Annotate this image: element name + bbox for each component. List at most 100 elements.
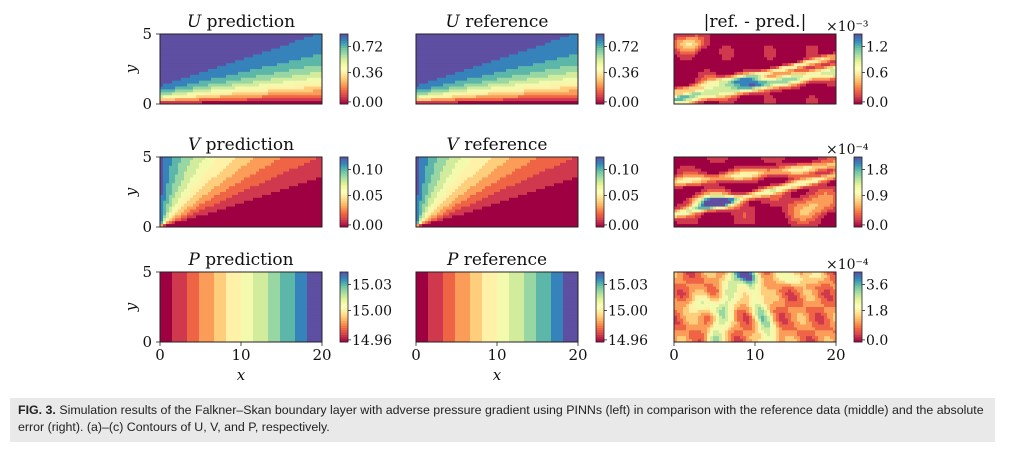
heatmap-cell [452, 39, 456, 44]
heatmap-cell [725, 98, 729, 102]
heatmap-cell [262, 215, 266, 219]
heatmap-cell [545, 74, 549, 79]
heatmap-cell [482, 71, 486, 76]
heatmap-cell [304, 71, 308, 76]
heatmap-cell [217, 34, 221, 38]
heatmap-cell [238, 86, 242, 90]
heatmap-cell [431, 89, 435, 93]
heatmap-cell [773, 34, 777, 38]
heatmap-cell [812, 57, 816, 61]
heatmap-cell [443, 101, 447, 105]
heatmap-cell [677, 57, 681, 61]
heatmap-cell [220, 189, 224, 193]
heatmap-cell [506, 42, 510, 47]
heatmap-cell [776, 98, 780, 102]
heatmap-cell [755, 63, 759, 67]
heatmap-cell [746, 89, 750, 93]
heatmap-cell [491, 74, 495, 79]
heatmap-cell [253, 162, 257, 167]
heatmap-cell [788, 39, 792, 44]
heatmap-cell [223, 171, 227, 175]
heatmap-cell [470, 69, 474, 73]
heatmap-cell [509, 42, 513, 47]
heatmap-cell [250, 77, 254, 82]
colorbar-segment [340, 78, 348, 82]
heatmap-cell [196, 165, 200, 170]
heatmap-cell [809, 86, 813, 90]
heatmap-cell [686, 34, 690, 38]
heatmap-cell [226, 171, 230, 175]
heatmap-cell [271, 57, 275, 61]
heatmap-cell [743, 45, 747, 49]
heatmap-cell [247, 206, 251, 210]
heatmap-cell [548, 39, 552, 44]
heatmap-cell [698, 63, 702, 67]
heatmap-cell [271, 197, 275, 202]
heatmap-cell [800, 51, 804, 55]
heatmap-cell [184, 69, 188, 73]
heatmap-cell [770, 63, 774, 67]
heatmap-cell [259, 34, 263, 38]
heatmap-cell [737, 42, 741, 47]
heatmap-cell [214, 168, 218, 172]
heatmap-cell [548, 60, 552, 64]
colorbar-frame [595, 33, 605, 105]
heatmap-cell [746, 45, 750, 49]
heatmap-cell [707, 66, 711, 70]
heatmap-cell [283, 83, 287, 87]
heatmap-cell [506, 63, 510, 67]
heatmap-cell [220, 83, 224, 87]
heatmap-cell [160, 206, 164, 210]
heatmap-cell [797, 92, 801, 96]
heatmap-cell [755, 83, 759, 87]
heatmap-cell [187, 168, 191, 172]
heatmap-cell [196, 89, 200, 93]
heatmap-cell [437, 45, 441, 49]
heatmap-cell [253, 180, 257, 184]
heatmap-cell [446, 77, 450, 82]
heatmap-cell [181, 57, 185, 61]
heatmap-cell [295, 101, 299, 105]
heatmap-cell [488, 63, 492, 67]
heatmap-cell [767, 98, 771, 102]
heatmap-cell [307, 42, 311, 47]
heatmap-cell [247, 159, 251, 164]
heatmap-cell [259, 203, 263, 207]
heatmap-cell [692, 92, 696, 96]
heatmap-cell [527, 34, 531, 38]
heatmap-cell [172, 180, 176, 184]
heatmap-cell [794, 69, 798, 73]
heatmap-cell [686, 48, 690, 52]
heatmap-cell [833, 101, 837, 105]
heatmap-cell [202, 180, 206, 184]
heatmap-cell [551, 34, 555, 38]
heatmap-cell [214, 69, 218, 73]
heatmap-cell [467, 89, 471, 93]
colorbar-segment [854, 59, 862, 63]
heatmap-cell [698, 98, 702, 102]
heatmap-cell [740, 36, 744, 41]
heatmap-cell [707, 39, 711, 44]
heatmap-cell [707, 34, 711, 38]
colorbar-segment [340, 43, 348, 47]
heatmap-cell [256, 80, 260, 84]
heatmap-cell [190, 212, 194, 216]
heatmap-cell [274, 45, 278, 49]
heatmap-cell [229, 63, 233, 67]
heatmap-cell [160, 174, 164, 178]
heatmap-cell [292, 39, 296, 44]
heatmap-cell [271, 212, 275, 216]
heatmap-cell [184, 212, 188, 216]
heatmap-cell [425, 69, 429, 73]
heatmap-cell [175, 183, 179, 187]
heatmap-cell [770, 60, 774, 64]
heatmap-cell [256, 224, 260, 228]
heatmap-cell [250, 197, 254, 202]
heatmap-cell [259, 45, 263, 49]
heatmap-cell [827, 95, 831, 99]
heatmap-cell [196, 69, 200, 73]
heatmap-cell [749, 45, 753, 49]
heatmap-cell [464, 86, 468, 90]
heatmap-cell [205, 200, 209, 205]
heatmap-cell [214, 221, 218, 225]
